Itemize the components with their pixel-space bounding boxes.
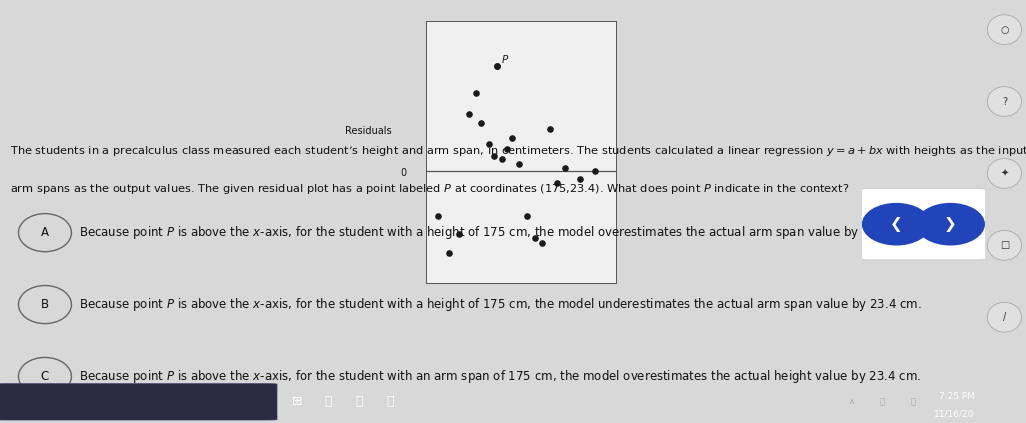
Text: Because point $P$ is above the $x$-axis, for the student with an arm span of 175: Because point $P$ is above the $x$-axis,… — [79, 368, 920, 385]
Text: A: A — [41, 226, 49, 239]
Text: $\mathit{P}$: $\mathit{P}$ — [502, 53, 510, 65]
Text: ⊞: ⊞ — [292, 396, 303, 408]
Point — [549, 180, 565, 187]
Text: arm spans as the output values. The given residual plot has a point labeled $P$ : arm spans as the output values. The give… — [10, 182, 850, 196]
Circle shape — [987, 87, 1022, 116]
Point — [473, 120, 489, 126]
Text: B: B — [41, 298, 49, 311]
Text: 🐠: 🐠 — [386, 396, 394, 408]
Text: 📁: 📁 — [324, 396, 332, 408]
Point — [430, 213, 446, 220]
Point — [519, 213, 536, 220]
Text: ✦: ✦ — [1000, 168, 1009, 179]
Text: ❯: ❯ — [944, 217, 957, 232]
Point — [587, 168, 603, 174]
Text: ❮: ❮ — [890, 217, 903, 232]
Circle shape — [987, 231, 1022, 260]
Point — [440, 250, 457, 257]
Text: Because point $P$ is above the $x$-axis, for the student with a height of 175 cm: Because point $P$ is above the $x$-axis,… — [79, 224, 913, 241]
Point — [494, 156, 510, 162]
Text: 🔊: 🔊 — [911, 397, 915, 407]
Text: ?: ? — [1002, 96, 1007, 107]
Text: 📅: 📅 — [355, 396, 363, 408]
Text: /: / — [1002, 312, 1007, 322]
Point — [468, 90, 484, 96]
FancyBboxPatch shape — [854, 188, 993, 260]
Point — [571, 175, 588, 182]
Point — [450, 231, 467, 237]
Text: 🔍  Type here to search: 🔍 Type here to search — [12, 397, 113, 407]
Text: Residuals: Residuals — [345, 126, 392, 136]
Text: 0: 0 — [401, 168, 406, 178]
Text: 🖥: 🖥 — [880, 397, 884, 407]
Point — [481, 141, 498, 148]
Circle shape — [987, 302, 1022, 332]
Text: The students in a precalculus class measured each student’s height and arm span,: The students in a precalculus class meas… — [10, 144, 1026, 158]
Text: C: C — [41, 370, 49, 383]
Point — [461, 111, 477, 118]
FancyBboxPatch shape — [0, 384, 277, 420]
Circle shape — [987, 15, 1022, 44]
Point — [488, 63, 505, 69]
Point — [526, 235, 543, 242]
Text: ○: ○ — [1000, 25, 1009, 35]
Point — [534, 239, 550, 246]
Point — [504, 135, 520, 141]
Point — [511, 160, 527, 167]
Text: 7:25 PM: 7:25 PM — [939, 392, 975, 401]
Circle shape — [987, 159, 1022, 188]
Text: ∧: ∧ — [849, 397, 855, 407]
Text: □: □ — [999, 240, 1010, 250]
Text: Because point $P$ is above the $x$-axis, for the student with a height of 175 cm: Because point $P$ is above the $x$-axis,… — [79, 296, 921, 313]
Point — [486, 153, 503, 159]
Circle shape — [862, 203, 931, 245]
Circle shape — [916, 203, 985, 245]
Point — [542, 126, 558, 132]
Point — [499, 145, 515, 152]
Text: 11/16/20: 11/16/20 — [935, 409, 975, 418]
Point — [557, 165, 574, 171]
